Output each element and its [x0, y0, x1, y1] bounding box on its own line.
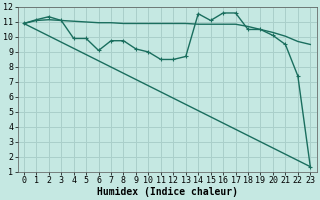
- X-axis label: Humidex (Indice chaleur): Humidex (Indice chaleur): [97, 186, 237, 197]
